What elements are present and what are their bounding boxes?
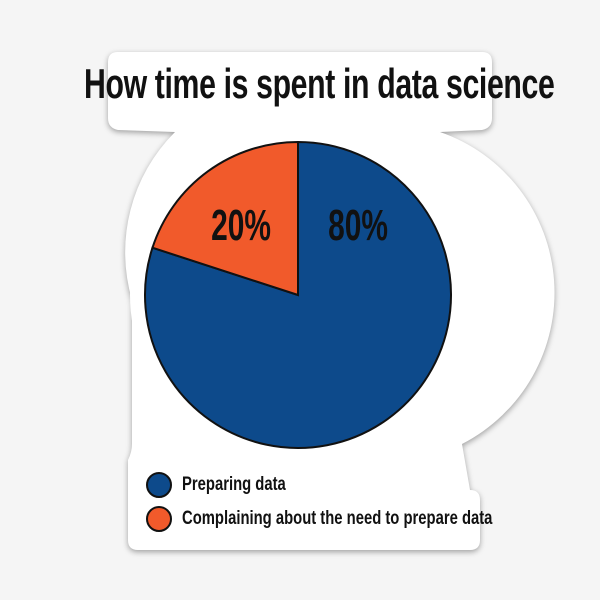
pie-slice-complaining bbox=[151, 140, 299, 297]
pie-label-preparing-data: 80% bbox=[328, 200, 388, 249]
pie-label-complaining: 20% bbox=[211, 200, 271, 249]
legend-item-preparing-data: Preparing data bbox=[146, 468, 580, 502]
legend-label-preparing-data: Preparing data bbox=[182, 474, 286, 495]
chart-title: How time is spent in data science bbox=[83, 60, 555, 107]
legend-swatch-complaining bbox=[146, 506, 172, 532]
legend-swatch-preparing-data bbox=[146, 472, 172, 498]
legend: Preparing data Complaining about the nee… bbox=[146, 468, 580, 536]
legend-label-complaining: Complaining about the need to prepare da… bbox=[182, 508, 493, 529]
legend-item-complaining: Complaining about the need to prepare da… bbox=[146, 502, 580, 536]
